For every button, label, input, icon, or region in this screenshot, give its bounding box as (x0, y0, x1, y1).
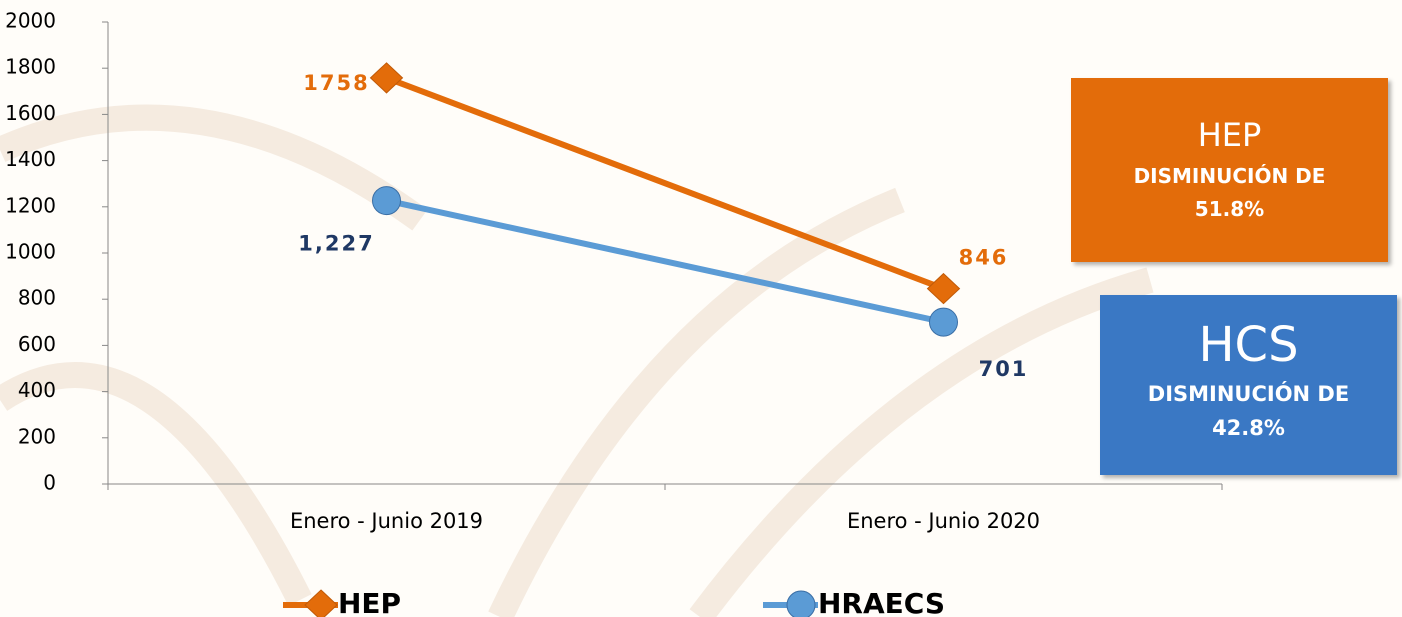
y-tick-label: 800 (18, 286, 56, 310)
annotation-text: DISMINUCIÓN DE 42.8% (1147, 382, 1350, 440)
data-label: 1758 (303, 71, 369, 95)
y-tick-label: 0 (43, 471, 56, 495)
legend-label: HRAECS (818, 587, 945, 617)
annotation-title: HEP (1197, 116, 1262, 154)
background-pattern (0, 104, 1154, 617)
y-tick-label: 200 (18, 424, 56, 448)
series-line (385, 75, 945, 292)
y-tick-label: 1400 (5, 147, 56, 171)
y-tick-label: 600 (18, 332, 56, 356)
annotation-box: HCS DISMINUCIÓN DE 42.8% (1100, 295, 1397, 475)
legend-marker (786, 590, 816, 617)
data-point (929, 307, 958, 337)
x-tick-label: Enero - Junio 2019 (290, 509, 483, 533)
annotation-title: HCS (1198, 317, 1299, 373)
data-point (926, 272, 961, 305)
legend-marker (304, 589, 338, 617)
y-tick-label: 1600 (5, 101, 56, 125)
series-line (385, 197, 945, 326)
y-tick-label: 400 (18, 378, 56, 402)
annotation-box: HEP DISMINUCIÓN DE 51.8% (1071, 78, 1388, 262)
annotation-text: DISMINUCIÓN DE 51.8% (1133, 164, 1326, 221)
y-tick-label: 1000 (5, 240, 56, 264)
y-tick-label: 1200 (5, 193, 56, 217)
data-point (372, 186, 401, 216)
y-tick-label: 1800 (5, 55, 56, 79)
y-tick-label: 2000 (5, 9, 56, 33)
data-label: 1,227 (298, 232, 374, 256)
x-tick-label: Enero - Junio 2020 (847, 509, 1040, 533)
data-label: 701 (979, 357, 1029, 381)
data-label: 846 (959, 246, 1009, 270)
legend-label: HEP (338, 587, 401, 617)
data-point (369, 62, 404, 94)
